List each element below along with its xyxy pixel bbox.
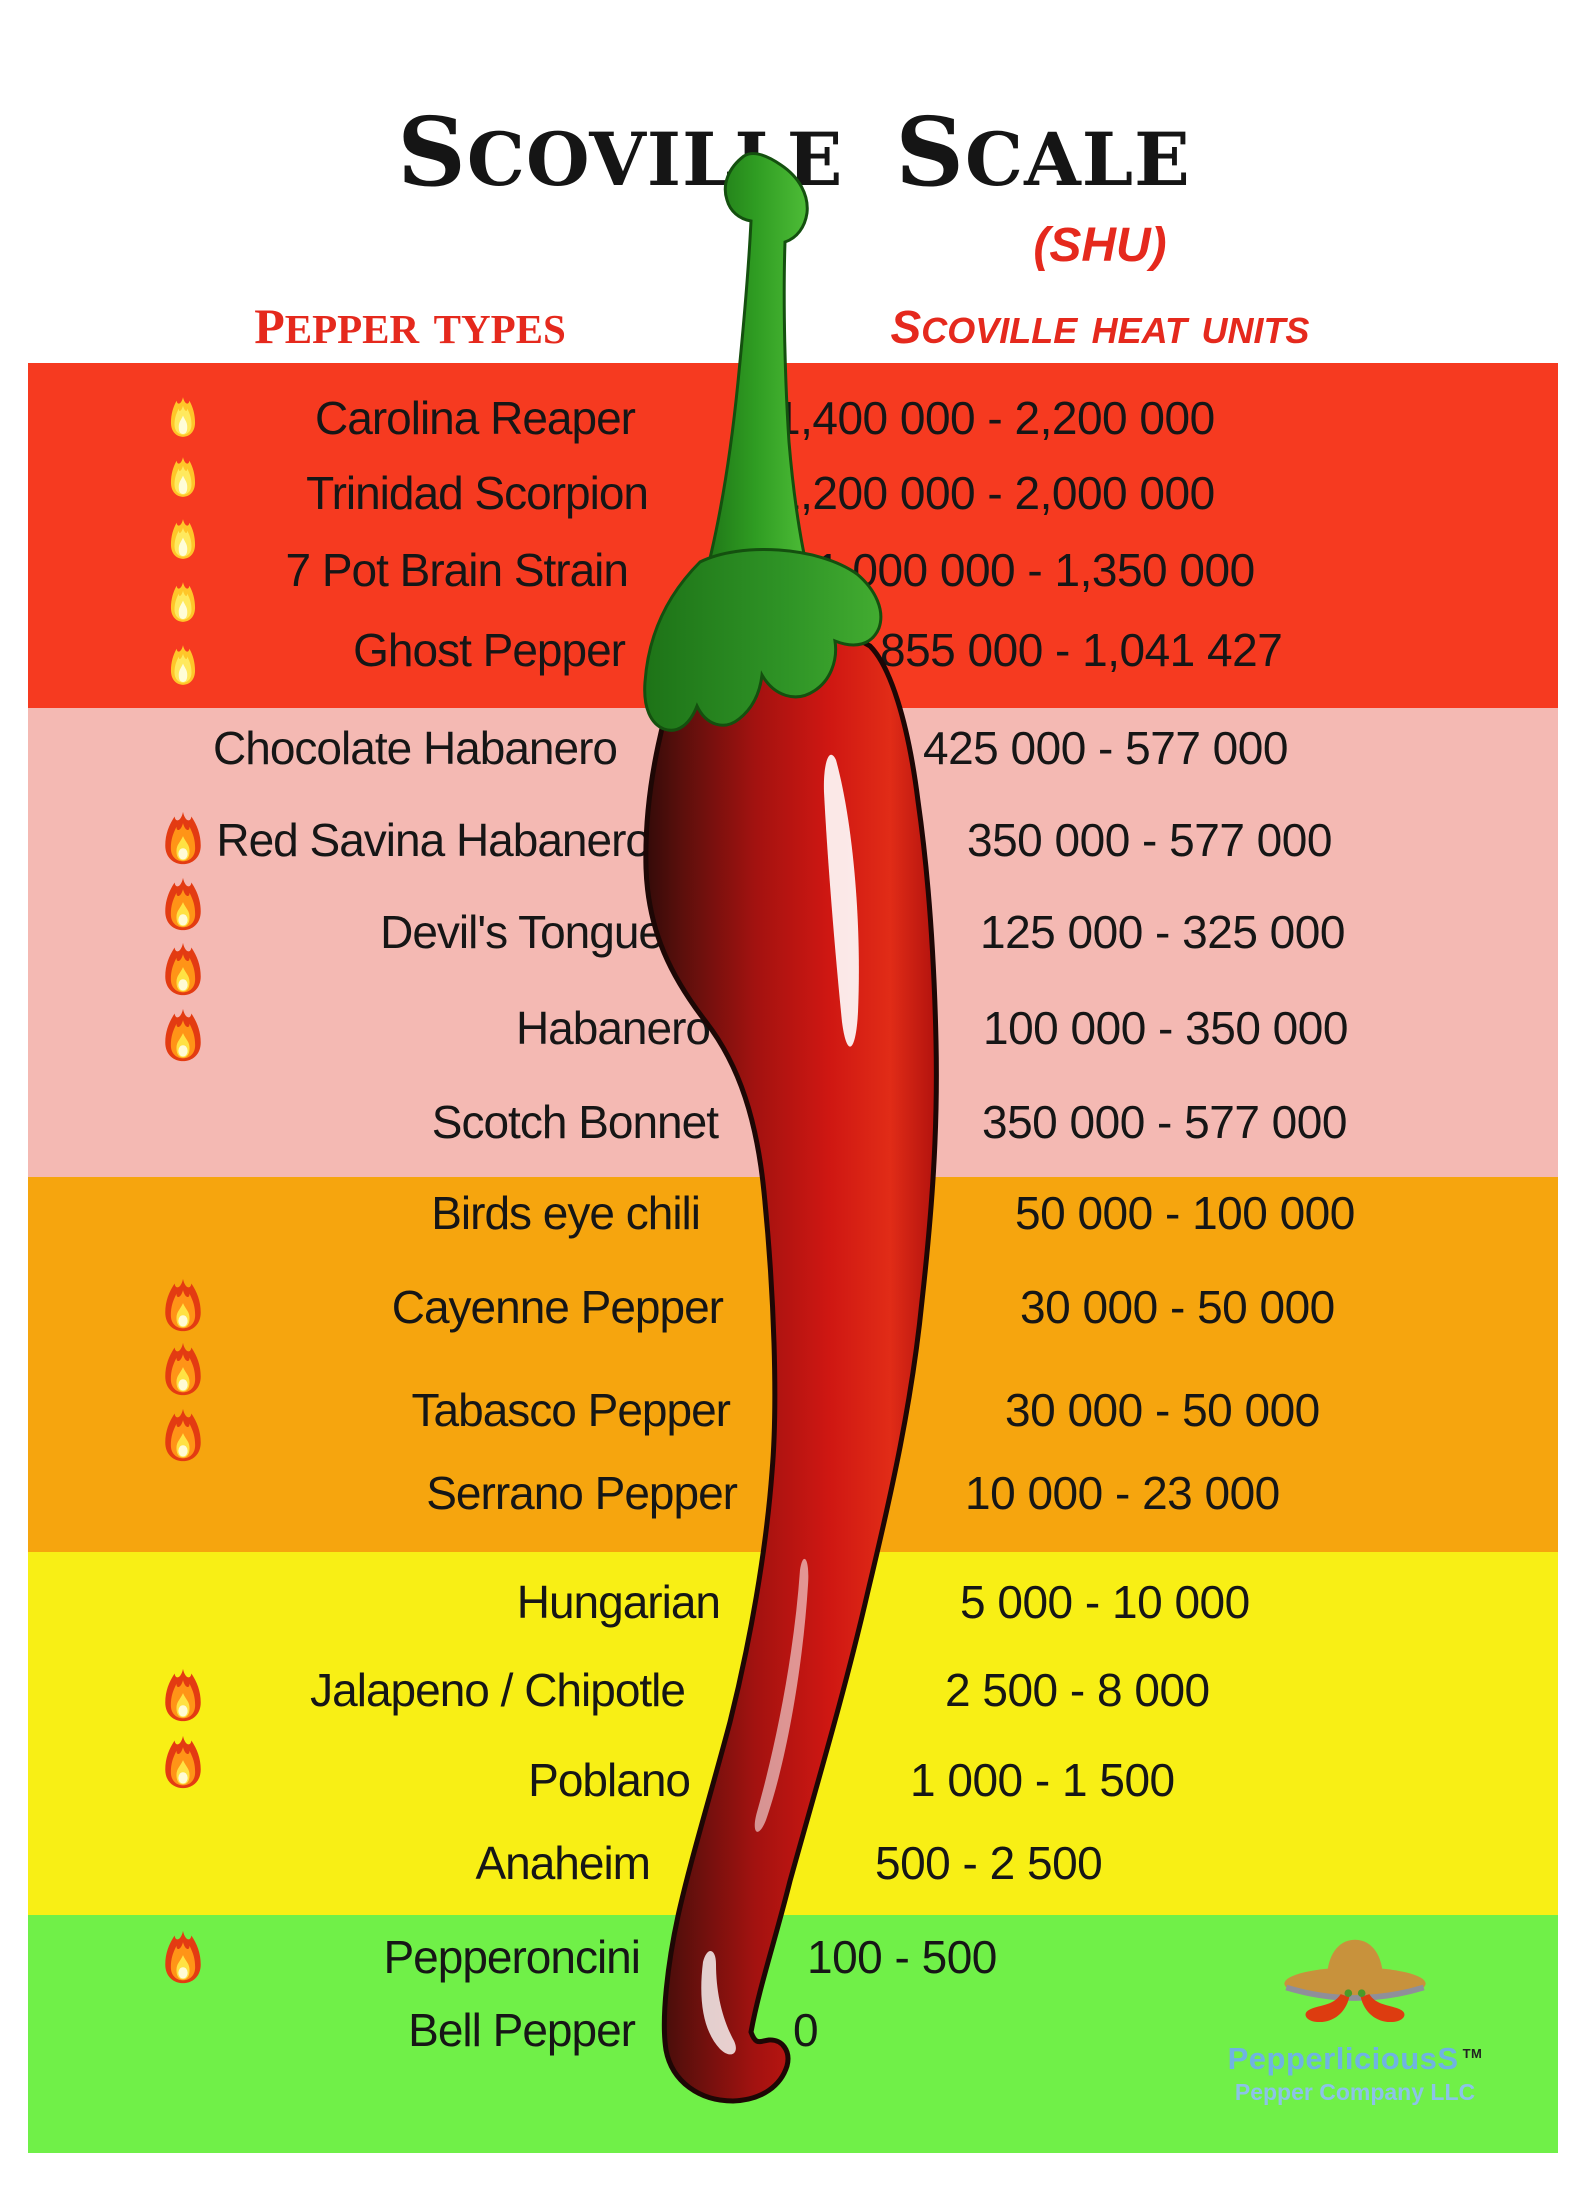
page-title: Scoville Scale: [0, 58, 1588, 218]
table-row: Tabasco Pepper 30 000 - 50 000: [28, 1380, 1558, 1440]
table-row: Birds eye chili 50 000 - 100 000: [28, 1183, 1558, 1243]
flame-icon: [160, 941, 206, 997]
shu-range: 2 500 - 8 000: [945, 1664, 1210, 1716]
table-row: Ghost Pepper 855 000 - 1,041 427: [28, 620, 1558, 680]
table-row: Trinidad Scorpion 1,200 000 - 2,000 000: [28, 463, 1558, 523]
title-word: Scale: [895, 58, 1191, 218]
title-word: Scoville: [397, 58, 844, 218]
pepper-name: Tabasco Pepper: [411, 1384, 731, 1436]
pepper-name: Habanero: [515, 1002, 711, 1054]
shu-range: 50 000 - 100 000: [1015, 1187, 1355, 1239]
table-row: Devil's Tongue 125 000 - 325 000: [28, 902, 1558, 962]
table-row: 7 Pot Brain Strain 1,000 000 - 1,350 000: [28, 540, 1558, 600]
pepper-name: Birds eye chili: [431, 1187, 701, 1239]
column-header-pepper-types: Pepper types: [254, 279, 566, 359]
pepper-name: Ghost Pepper: [353, 624, 626, 676]
flame-icon: [160, 1667, 206, 1723]
shu-range: 1,000 000 - 1,350 000: [815, 544, 1255, 596]
shu-range: 350 000 - 577 000: [967, 814, 1332, 866]
pepper-name: Trinidad Scorpion: [306, 467, 649, 519]
sombrero-icon: [1284, 1939, 1426, 2023]
flame-icon: [160, 1007, 206, 1063]
table-row: Habanero 100 000 - 350 000: [28, 998, 1558, 1058]
shu-range: 350 000 - 577 000: [982, 1096, 1347, 1148]
shu-range: 500 - 2 500: [875, 1837, 1103, 1889]
pepper-name: Chocolate Habanero: [213, 722, 618, 774]
flame-icon: [160, 1277, 206, 1333]
shu-range: 125 000 - 325 000: [980, 906, 1345, 958]
flame-icon: [166, 392, 200, 442]
table-row: Carolina Reaper 1,400 000 - 2,200 000: [28, 388, 1558, 448]
pepper-name: Scotch Bonnet: [431, 1096, 719, 1148]
pepper-name: Hungarian: [516, 1576, 721, 1628]
shu-abbreviation: (SHU): [1033, 219, 1167, 272]
pepper-name: Serrano Pepper: [426, 1467, 738, 1519]
shu-range: 1,400 000 - 2,200 000: [775, 392, 1215, 444]
pepper-name: Devil's Tongue: [380, 906, 664, 958]
pepper-name: Cayenne Pepper: [391, 1281, 724, 1333]
flame-icon: [160, 810, 206, 866]
shu-range: 30 000 - 50 000: [1020, 1281, 1335, 1333]
brand-name: PepperliciousS: [1227, 2041, 1459, 2076]
pepper-name: Carolina Reaper: [315, 392, 636, 444]
shu-range: 1 000 - 1 500: [910, 1754, 1175, 1806]
shu-range: 425 000 - 577 000: [923, 722, 1288, 774]
pepper-name: Bell Pepper: [408, 2004, 636, 2056]
flame-icon: [160, 876, 206, 932]
flame-icon: [160, 1341, 206, 1397]
logo: PepperliciousS TM Pepper Company LLC: [1205, 1934, 1505, 2106]
table-row: Scotch Bonnet 350 000 - 577 000: [28, 1092, 1558, 1152]
flame-icon: [166, 577, 200, 627]
shu-range: 100 - 500: [807, 1931, 997, 1983]
table-row: Red Savina Habanero 350 000 - 577 000: [28, 810, 1558, 870]
flame-icon: [166, 640, 200, 690]
column-header-heat-units: Scoville heat units: [890, 283, 1310, 357]
flame-icon: [160, 1407, 206, 1463]
shu-range: 0: [793, 2004, 819, 2056]
pepper-name: Red Savina Habanero: [216, 814, 651, 866]
shu-range: 30 000 - 50 000: [1005, 1384, 1320, 1436]
pepper-name: Poblano: [528, 1754, 691, 1806]
pepper-name: 7 Pot Brain Strain: [285, 544, 629, 596]
company-name: Pepper Company LLC: [1234, 2079, 1476, 2105]
pepper-name: Anaheim: [475, 1837, 651, 1889]
pepper-name: Pepperoncini: [383, 1931, 641, 1983]
shu-range: 10 000 - 23 000: [965, 1467, 1280, 1519]
table-row: Cayenne Pepper 30 000 - 50 000: [28, 1277, 1558, 1337]
table-row: Poblano 1 000 - 1 500: [28, 1750, 1558, 1810]
shu-range: 5 000 - 10 000: [960, 1576, 1250, 1628]
table-row: Hungarian 5 000 - 10 000: [28, 1572, 1558, 1632]
shu-range: 100 000 - 350 000: [983, 1002, 1348, 1054]
shu-range: 855 000 - 1,041 427: [880, 624, 1283, 676]
flame-icon: [160, 1929, 206, 1985]
shu-range: 1,200 000 - 2,000 000: [775, 467, 1215, 519]
chili-mustache-icon: [1305, 1989, 1405, 2023]
flame-icon: [160, 1734, 206, 1790]
trademark-symbol: TM: [1462, 2045, 1483, 2061]
flame-icon: [166, 452, 200, 502]
table-row: Anaheim 500 - 2 500: [28, 1833, 1558, 1893]
pepper-name: Jalapeno / Chipotle: [310, 1664, 686, 1716]
table-row: Serrano Pepper 10 000 - 23 000: [28, 1463, 1558, 1523]
table-row: Chocolate Habanero 425 000 - 577 000: [28, 718, 1558, 778]
table-row: Jalapeno / Chipotle 2 500 - 8 000: [28, 1660, 1558, 1720]
flame-icon: [166, 514, 200, 564]
